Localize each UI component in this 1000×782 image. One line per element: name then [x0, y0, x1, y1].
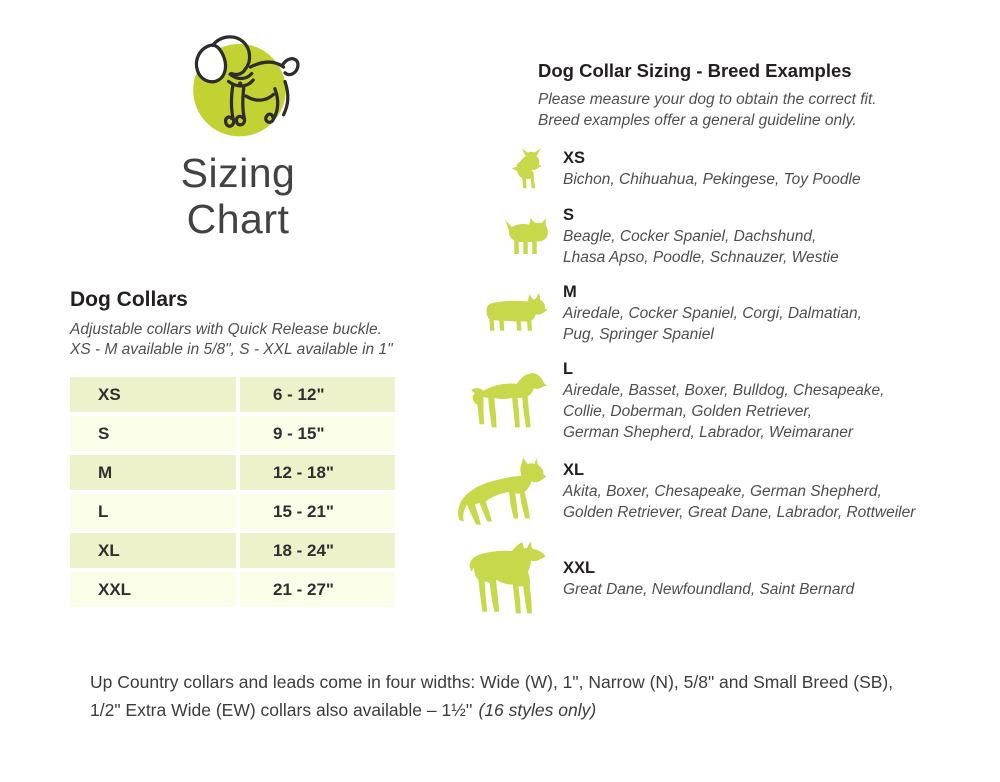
range-cell: 21 - 27": [240, 572, 395, 607]
breed-entry-xs: XS Bichon, Chihuahua, Pekingese, Toy Poo…: [438, 147, 978, 191]
table-row: XS 6 - 12": [70, 377, 395, 412]
german-shepherd-icon: [458, 457, 547, 525]
size-cell: S: [70, 416, 236, 451]
subnote-line1: Please measure your dog to obtain the co…: [538, 91, 877, 108]
great-dane-icon: [469, 540, 546, 613]
breed-examples-section: Dog Collar Sizing - Breed Examples Pleas…: [438, 60, 978, 631]
dog-collars-subnote: Adjustable collars with Quick Release bu…: [70, 320, 400, 360]
entry-size-label: XS: [563, 148, 586, 167]
entry-size-label: M: [563, 282, 577, 301]
chihuahua-icon: [511, 147, 543, 188]
corgi-icon: [486, 293, 548, 331]
dog-collars-heading: Dog Collars: [70, 288, 188, 311]
breed-entry-s: S Beagle, Cocker Spaniel, Dachshund, Lha…: [438, 205, 978, 268]
size-cell: XL: [70, 533, 236, 568]
entry-size-label: XL: [563, 461, 585, 479]
breed-list-line: Golden Retriever, Great Dane, Labrador, …: [563, 504, 916, 521]
breed-list-line: German Shepherd, Labrador, Weimaraner: [563, 423, 854, 441]
golden-retriever-icon: [471, 372, 547, 427]
entry-size-label: L: [563, 359, 574, 378]
breed-list-line: Airedale, Basset, Boxer, Bulldog, Chesap…: [563, 381, 885, 399]
westie-icon: [505, 218, 548, 254]
collar-size-table: XS 6 - 12" S 9 - 15" M 12 - 18" L 15 - 2…: [70, 377, 395, 607]
subnote-line1: Adjustable collars with Quick Release bu…: [70, 321, 382, 338]
breed-list-line: Collie, Doberman, Golden Retriever,: [563, 402, 812, 420]
range-cell: 18 - 24": [240, 533, 395, 568]
size-cell: L: [70, 494, 236, 529]
size-cell: XS: [70, 377, 236, 412]
range-cell: 9 - 15": [240, 416, 395, 451]
breed-entry-m: M Airedale, Cocker Spaniel, Corgi, Dalma…: [438, 282, 978, 345]
range-cell: 15 - 21": [240, 494, 395, 529]
subnote-line2: Breed examples offer a general guideline…: [538, 112, 857, 129]
logo-title-line1: Sizing: [180, 150, 296, 196]
breed-list-line: Beagle, Cocker Spaniel, Dachshund,: [563, 227, 817, 245]
subnote-line2: XS - M available in 5/8", S - XXL availa…: [70, 341, 393, 358]
breed-list-line: Airedale, Cocker Spaniel, Corgi, Dalmati…: [563, 304, 862, 322]
size-cell: M: [70, 455, 236, 490]
breed-entry-xxl: XXL Great Dane, Newfoundland, Saint Bern…: [438, 540, 978, 617]
range-cell: 6 - 12": [240, 377, 395, 412]
breed-list-line: Pug, Springer Spaniel: [563, 325, 714, 343]
table-row: XL 18 - 24": [70, 533, 395, 568]
breed-list-line: Bichon, Chihuahua, Pekingese, Toy Poodle: [563, 170, 861, 188]
dog-collars-section: Dog Collars Adjustable collars with Quic…: [70, 288, 400, 611]
table-row: XXL 21 - 27": [70, 572, 395, 607]
table-row: M 12 - 18": [70, 455, 395, 490]
logo-title-line2: Chart: [186, 196, 290, 242]
footer-line1: Up Country collars and leads come in fou…: [90, 672, 894, 692]
range-cell: 12 - 18": [240, 455, 395, 490]
entry-size-label: XXL: [563, 558, 596, 577]
footer-line2-italic: (16 styles only): [478, 700, 597, 720]
table-row: S 9 - 15": [70, 416, 395, 451]
breed-entry-list: XS Bichon, Chihuahua, Pekingese, Toy Poo…: [438, 147, 978, 617]
breed-examples-heading: Dog Collar Sizing - Breed Examples: [538, 60, 852, 81]
breed-list-line: Great Dane, Newfoundland, Saint Bernard: [563, 580, 855, 598]
breed-entry-xl: XL Akita, Boxer, Chesapeake, German Shep…: [438, 457, 978, 527]
breed-list-line: Akita, Boxer, Chesapeake, German Shepher…: [563, 483, 882, 500]
entry-size-label: S: [563, 205, 575, 224]
footer-line2: 1/2" Extra Wide (EW) collars also availa…: [90, 700, 473, 720]
table-row: L 15 - 21": [70, 494, 395, 529]
breed-examples-subnote: Please measure your dog to obtain the co…: [538, 89, 978, 131]
footer-note: Up Country collars and leads come in fou…: [90, 668, 950, 724]
dog-line-art-logo-icon: [193, 35, 300, 137]
breed-list-line: Lhasa Apso, Poodle, Schnauzer, Westie: [563, 248, 839, 266]
brand-logo: Sizing Chart: [162, 28, 314, 242]
size-cell: XXL: [70, 572, 236, 607]
breed-entry-l: L Airedale, Basset, Boxer, Bulldog, Ches…: [438, 359, 978, 443]
